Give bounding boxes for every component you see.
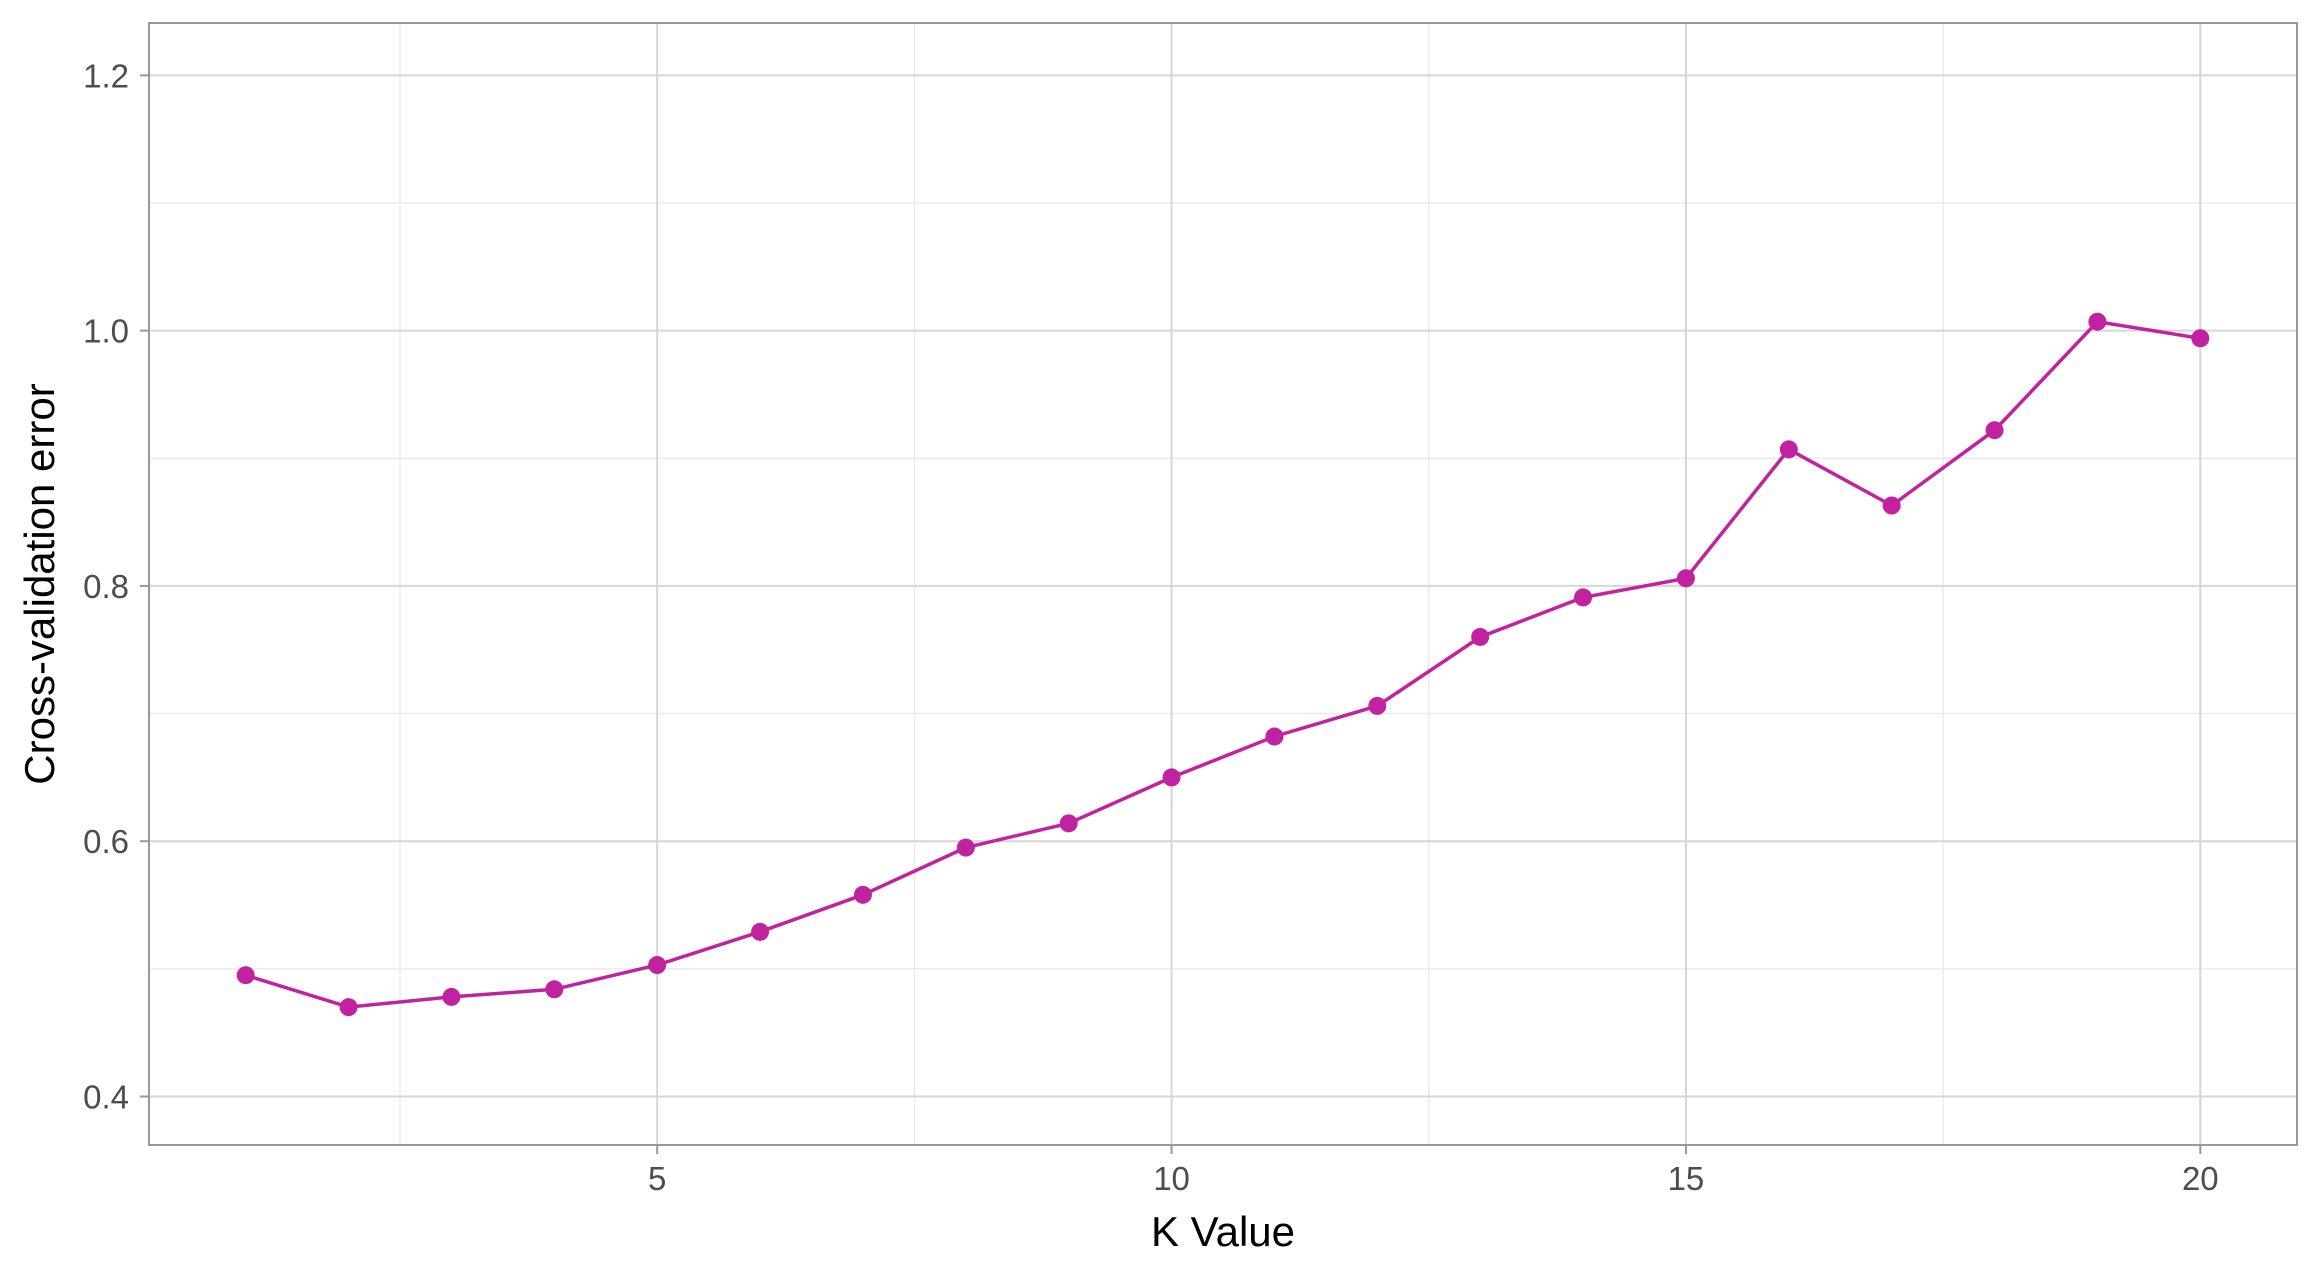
data-point xyxy=(545,980,564,999)
data-point xyxy=(853,885,872,904)
y-tick-label: 0.8 xyxy=(83,568,129,605)
data-point xyxy=(339,998,358,1017)
data-point xyxy=(1265,727,1284,746)
y-tick-label: 1.0 xyxy=(83,313,129,350)
x-axis-tick-labels: 5 10 15 20 xyxy=(648,1145,2219,1197)
data-point xyxy=(1882,496,1901,515)
data-point xyxy=(1471,627,1490,646)
data-point xyxy=(751,922,770,941)
data-point xyxy=(2088,312,2107,331)
data-point xyxy=(1059,814,1078,833)
x-tick-label: 10 xyxy=(1153,1160,1190,1197)
x-tick-label: 5 xyxy=(648,1160,666,1197)
x-axis-title: K Value xyxy=(1151,1208,1295,1255)
x-tick-label: 20 xyxy=(2182,1160,2219,1197)
data-point xyxy=(442,987,461,1006)
y-tick-label: 0.6 xyxy=(83,823,129,860)
data-point xyxy=(1676,569,1695,588)
data-point xyxy=(1779,440,1798,459)
data-point xyxy=(648,956,667,975)
y-tick-label: 1.2 xyxy=(83,57,129,94)
data-point xyxy=(1162,768,1181,787)
data-point xyxy=(1368,696,1387,715)
data-point xyxy=(956,838,975,857)
data-point xyxy=(1574,588,1593,607)
data-point xyxy=(2191,329,2210,348)
data-point xyxy=(236,966,255,985)
series-layer xyxy=(236,312,2210,1017)
minor-gridlines xyxy=(149,23,2297,1145)
y-tick-label: 0.4 xyxy=(83,1078,129,1115)
y-axis-title: Cross-validation error xyxy=(16,383,63,784)
major-gridlines xyxy=(149,23,2297,1145)
data-point xyxy=(1985,421,2004,440)
series-line xyxy=(245,319,2201,1009)
plot-panel-border xyxy=(148,22,2298,1146)
y-axis-tick-labels: 0.4 0.6 0.8 1.0 1.2 xyxy=(83,57,149,1115)
x-tick-label: 15 xyxy=(1668,1160,1705,1197)
